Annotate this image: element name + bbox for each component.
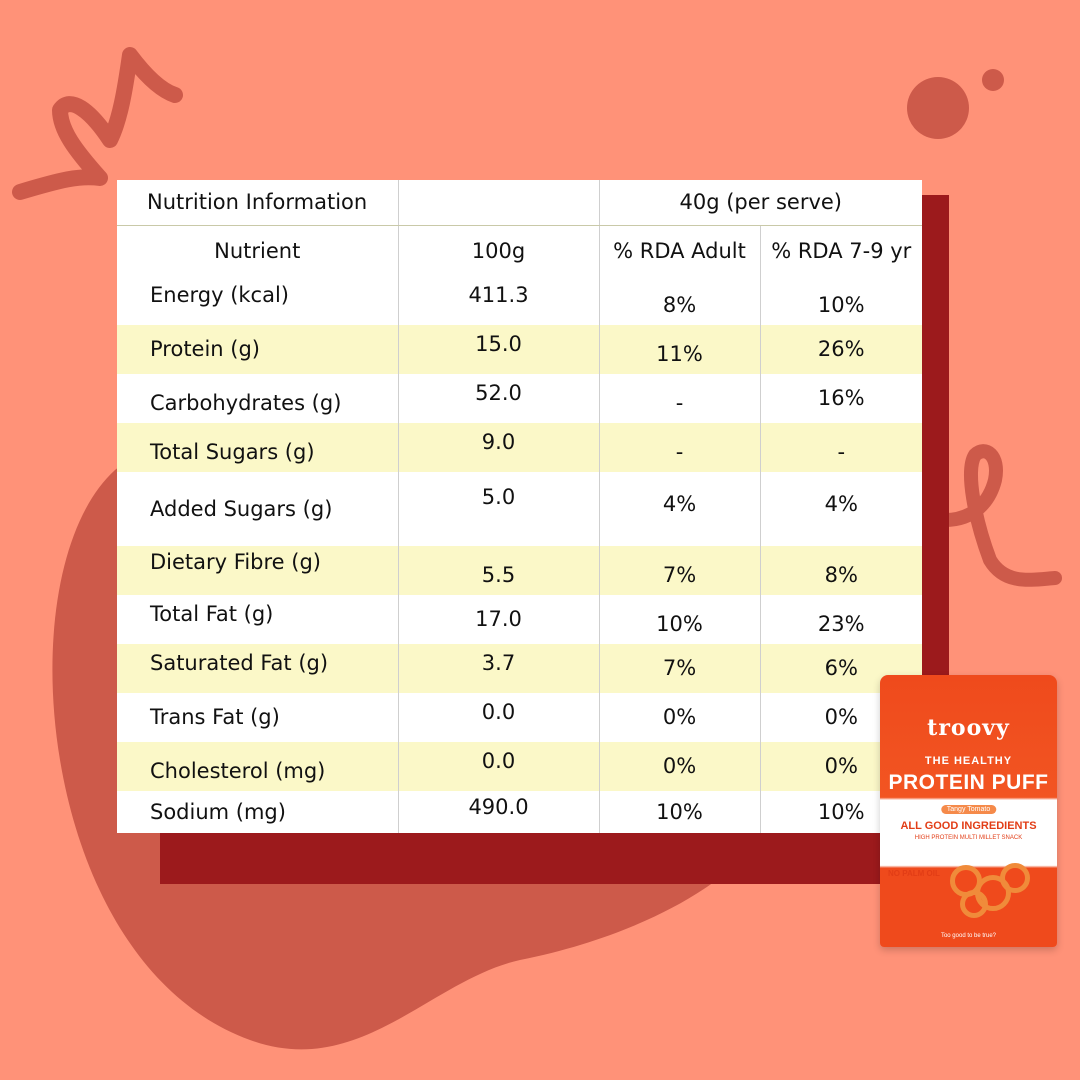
- value-rda-adult: 10%: [656, 799, 703, 824]
- table-row: Added Sugars (g) 5.0 4% 4%: [117, 472, 922, 546]
- nutrient-name: Dietary Fibre (g): [150, 550, 321, 574]
- nutrient-name: Energy (kcal): [150, 283, 289, 307]
- swirl-right: [938, 444, 1062, 587]
- column-header-100g: 100g: [397, 225, 599, 276]
- value-rda-adult: 11%: [656, 342, 703, 366]
- column-header-rda-child: % RDA 7-9 yr: [759, 225, 922, 276]
- no-palm-oil-badge: NO PALM OIL: [888, 869, 940, 878]
- value-100g: 3.7: [481, 651, 516, 675]
- nutrient-name: Sodium (mg): [150, 799, 286, 824]
- claim-text: ALL GOOD INGREDIENTS: [900, 820, 1037, 832]
- value-rda-adult: 4%: [662, 491, 697, 516]
- table-row: Carbohydrates (g) 52.0 - 16%: [117, 374, 922, 423]
- value-rda-adult: 7%: [662, 656, 697, 680]
- flavor-badge: Tangy Tomato: [940, 805, 997, 814]
- value-100g: 17.0: [475, 607, 522, 631]
- column-header-nutrient: Nutrient: [214, 238, 301, 263]
- table-row: Saturated Fat (g) 3.7 7% 6%: [117, 644, 922, 693]
- product-pack: troovy THE HEALTHY PROTEIN PUFF Tangy To…: [880, 675, 1057, 947]
- value-rda-adult: 8%: [662, 293, 697, 317]
- value-rda-adult: 10%: [656, 612, 703, 636]
- table-row: Total Sugars (g) 9.0 - -: [117, 423, 922, 472]
- nutrient-name: Protein (g): [150, 337, 261, 361]
- sub-claim-text: HIGH PROTEIN MULTI MILLET SNACK: [914, 835, 1023, 841]
- dot-small: [982, 69, 1004, 91]
- value-rda-child: 26%: [817, 337, 865, 361]
- nutrient-name: Cholesterol (mg): [150, 759, 326, 783]
- value-rda-adult: -: [675, 391, 684, 415]
- value-100g: 5.0: [481, 484, 516, 509]
- value-100g: 15.0: [475, 332, 522, 356]
- value-rda-child: 0%: [824, 705, 858, 729]
- value-rda-adult: -: [675, 440, 684, 464]
- value-rda-child: 6%: [824, 656, 858, 680]
- value-100g: 5.5: [481, 563, 516, 587]
- value-rda-child: 23%: [817, 612, 865, 636]
- dot-large: [907, 77, 969, 139]
- table-header-row: Nutrition Information 40g (per serve): [117, 180, 922, 226]
- value-rda-child: -: [837, 440, 846, 464]
- value-rda-child: 10%: [817, 293, 865, 317]
- brand-logo: troovy: [927, 715, 1010, 741]
- value-100g: 411.3: [468, 283, 529, 307]
- value-rda-child: 10%: [817, 799, 865, 824]
- table-row: Sodium (mg) 490.0 10% 10%: [117, 791, 922, 833]
- product-slogan: Too good to be true?: [940, 933, 997, 939]
- table-title: Nutrition Information: [117, 180, 398, 226]
- column-header-rda-adult: % RDA Adult: [598, 225, 760, 276]
- table-row: Energy (kcal) 411.3 8% 10%: [117, 276, 922, 325]
- table-row: Protein (g) 15.0 11% 26%: [117, 325, 922, 374]
- column-header-row: Nutrient 100g % RDA Adult % RDA 7-9 yr: [117, 225, 922, 276]
- value-rda-child: 4%: [824, 491, 858, 516]
- table-row: Trans Fat (g) 0.0 0% 0%: [117, 693, 922, 742]
- value-rda-child: 0%: [824, 754, 858, 778]
- nutrition-table: Nutrition Information 40g (per serve) Nu…: [117, 180, 922, 833]
- nutrient-name: Saturated Fat (g): [150, 651, 329, 675]
- product-tagline: THE HEALTHY: [924, 755, 1013, 767]
- value-rda-adult: 7%: [662, 563, 697, 587]
- value-100g: 0.0: [481, 749, 516, 773]
- value-100g: 52.0: [475, 381, 522, 405]
- nutrient-name: Trans Fat (g): [150, 705, 280, 729]
- nutrient-name: Total Fat (g): [150, 602, 274, 626]
- value-rda-adult: 0%: [662, 754, 697, 778]
- squiggle-top-left: [12, 47, 183, 200]
- nutrient-name: Carbohydrates (g): [150, 391, 342, 415]
- puff-ring-icon: [1000, 863, 1030, 893]
- value-100g: 0.0: [481, 700, 516, 724]
- value-100g: 490.0: [468, 794, 529, 819]
- value-rda-child: 16%: [817, 386, 865, 410]
- value-rda-child: 8%: [824, 563, 858, 587]
- product-pack-body: troovy THE HEALTHY PROTEIN PUFF Tangy To…: [880, 675, 1057, 947]
- table-row: Cholesterol (mg) 0.0 0% 0%: [117, 742, 922, 791]
- serve-size-header: 40g (per serve): [598, 180, 922, 226]
- nutrient-name: Added Sugars (g): [150, 496, 333, 521]
- puff-ring-icon: [960, 890, 988, 918]
- value-rda-adult: 0%: [662, 705, 697, 729]
- header-empty-cell: [397, 180, 599, 226]
- table-row: Total Fat (g) 17.0 10% 23%: [117, 595, 922, 644]
- product-name: PROTEIN PUFF: [888, 771, 1049, 794]
- value-100g: 9.0: [481, 430, 516, 454]
- nutrient-name: Total Sugars (g): [150, 440, 315, 464]
- table-row: Dietary Fibre (g) 5.5 7% 8%: [117, 546, 922, 595]
